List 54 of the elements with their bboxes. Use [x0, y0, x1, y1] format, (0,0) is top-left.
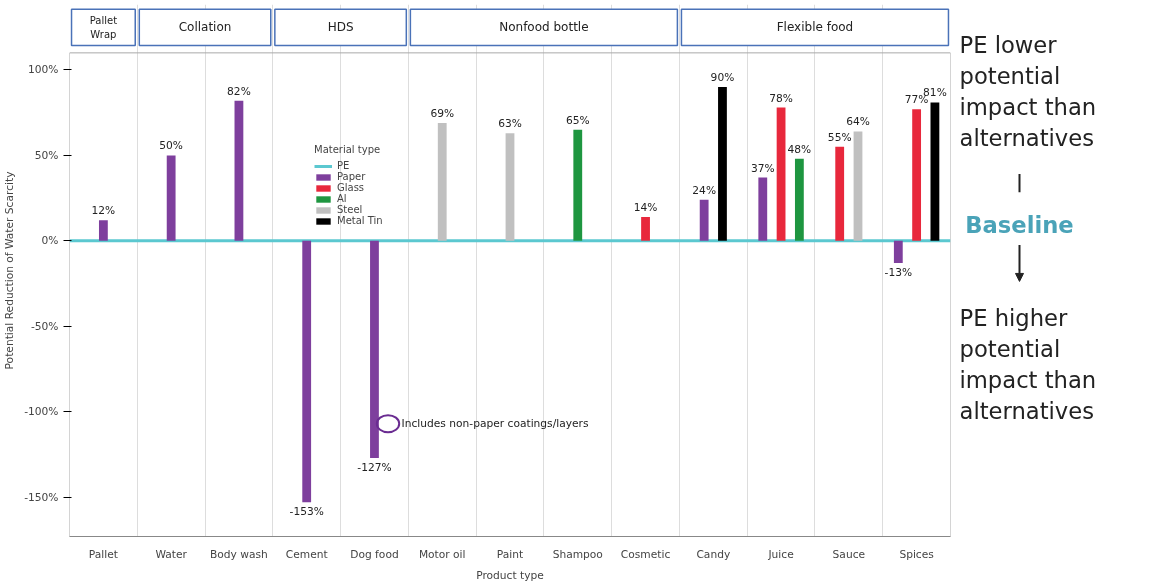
x-tick-label: Water: [155, 547, 188, 561]
x-tick-label: Body wash: [210, 547, 268, 561]
data-label: 12%: [91, 204, 116, 218]
x-tick-label: Shampoo: [552, 547, 603, 561]
text: HDS: [327, 20, 354, 35]
y-tick-label: 100%: [28, 63, 59, 77]
legend-label: Metal Tin: [337, 215, 383, 226]
text: PE lower potential impact than alternatives: [959, 31, 1097, 151]
text: Baseline: [965, 211, 1074, 238]
y-axis-title: Potential Reduction of Water Scarcity: [3, 171, 17, 370]
legend-label: Steel: [337, 204, 363, 215]
data-label: 55%: [827, 130, 852, 144]
data-label: -153%: [289, 505, 324, 519]
data-label: 63%: [498, 117, 522, 131]
x-tick-label: Dog food: [350, 547, 399, 561]
data-label: 90%: [710, 71, 735, 85]
text: Nonfood bottle: [499, 20, 589, 35]
x-tick-label: Candy: [696, 547, 731, 561]
x-tick-label: Juice: [767, 547, 794, 561]
x-tick-label: Paint: [496, 547, 524, 561]
y-tick-label: 0%: [41, 234, 59, 248]
data-label: 14%: [633, 200, 658, 214]
data-label: 78%: [769, 91, 793, 105]
data-label: 24%: [692, 183, 716, 197]
data-label: -127%: [357, 460, 392, 474]
y-tick-label: -150%: [24, 490, 59, 504]
legend-label: PE: [337, 160, 351, 171]
x-tick-label: Cosmetic: [620, 547, 671, 561]
x-tick-label: Cement: [285, 547, 328, 561]
data-label: 37%: [750, 161, 775, 175]
text: Pallet Wrap: [89, 15, 118, 40]
data-label: 50%: [159, 139, 183, 153]
x-tick-label: Pallet: [88, 547, 118, 561]
data-label: 48%: [787, 142, 812, 156]
y-tick-label: -100%: [24, 405, 59, 419]
data-label: 82%: [227, 84, 251, 98]
annotation: Includes non-paper coatings/layers: [401, 417, 589, 431]
legend-title: Material type: [314, 144, 382, 155]
y-tick-label: 50%: [34, 148, 59, 162]
x-tick-label: Spices: [899, 547, 935, 561]
x-axis-title: Product type: [476, 568, 544, 582]
text: Flexible food: [776, 20, 854, 35]
x-tick-label: Motor oil: [418, 547, 466, 561]
text: PE higher potential impact than alternatives: [959, 304, 1097, 424]
x-tick-label: Sauce: [832, 547, 866, 561]
text: Collation: [178, 20, 232, 35]
legend-label: Paper: [337, 171, 366, 182]
data-label: 69%: [430, 106, 455, 120]
legend-label: Glass: [337, 182, 365, 193]
data-label: 65%: [565, 113, 590, 127]
y-tick-label: -50%: [30, 319, 59, 333]
legend-label: Al: [337, 193, 348, 204]
data-label: 64%: [846, 115, 870, 129]
data-label: -13%: [884, 266, 913, 280]
